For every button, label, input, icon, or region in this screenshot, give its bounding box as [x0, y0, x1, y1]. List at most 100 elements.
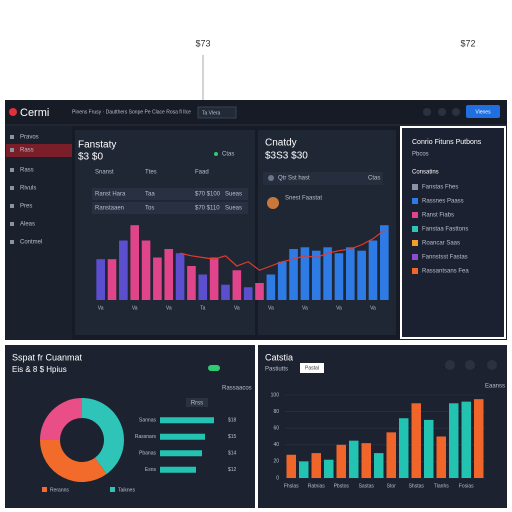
- x-tick-label: Fosias: [459, 483, 474, 489]
- bar: [299, 461, 309, 478]
- bar: [119, 240, 128, 300]
- table-cell: Ranst Hara: [95, 192, 126, 198]
- sidebar-item[interactable]: Rivuls: [20, 186, 36, 192]
- sidebar-item[interactable]: Aleas: [20, 222, 35, 228]
- item-icon: [10, 135, 14, 139]
- panel-subtitle: Pastiutts: [265, 367, 288, 373]
- pie-slice: [82, 398, 125, 474]
- icon[interactable]: [423, 108, 431, 116]
- select[interactable]: [197, 106, 237, 119]
- y-tick-label: Pbanas: [139, 451, 156, 457]
- filter[interactable]: Ctas: [222, 152, 234, 158]
- item-icon: [10, 222, 14, 226]
- x-tick-label: Va: [336, 305, 342, 311]
- pie-slice: [40, 440, 107, 482]
- section: Consatins: [412, 170, 439, 176]
- icon[interactable]: [487, 360, 497, 370]
- bar: [221, 284, 230, 300]
- button[interactable]: [300, 363, 324, 373]
- bar: [361, 443, 371, 478]
- y-tick-label: Rassnars: [135, 434, 157, 440]
- bar: [187, 266, 196, 300]
- table-row: [92, 202, 248, 214]
- table-header: Ttes: [145, 170, 157, 176]
- icon[interactable]: [465, 360, 475, 370]
- table-cell: Ranstaaen: [95, 206, 124, 212]
- item-icon: [10, 168, 14, 172]
- bar: [266, 274, 276, 300]
- y-tick-label: 80: [273, 409, 279, 415]
- bar: [399, 418, 409, 478]
- item-icon: [412, 268, 418, 274]
- legend-label: Taiknes: [118, 487, 135, 493]
- bar: [324, 459, 334, 478]
- y-tick-label: Esns: [145, 467, 157, 473]
- table-header: Snanst: [95, 170, 114, 176]
- sidebar-item[interactable]: Contmel: [20, 240, 42, 246]
- toggle[interactable]: [208, 365, 220, 371]
- value-label: $18: [228, 418, 237, 424]
- legend-swatch: [42, 487, 47, 492]
- icon[interactable]: [445, 360, 455, 370]
- bar: [336, 444, 346, 478]
- tab[interactable]: [186, 398, 208, 407]
- sidebar-item[interactable]: Rass: [20, 148, 34, 154]
- right-panel: [400, 126, 506, 339]
- table-header: Faad: [195, 170, 209, 176]
- table-cell: Sueas: [225, 192, 242, 198]
- bar: [436, 436, 446, 478]
- row-icon: [268, 175, 274, 181]
- bar: [255, 283, 264, 300]
- row: [263, 172, 383, 185]
- x-tick-label: Ta: [200, 305, 206, 311]
- list-item: Rassnes Paass: [422, 199, 464, 205]
- x-tick-label: Va: [234, 305, 240, 311]
- panel: [75, 130, 255, 335]
- table-cell: Sueas: [225, 206, 242, 212]
- bar: [474, 399, 484, 478]
- y-tick-label: 100: [271, 392, 280, 398]
- nav[interactable]: Pinens Frusy · Dautthers Sonpe Pe Clace …: [72, 109, 191, 115]
- legend-title: Rassaacos: [222, 386, 252, 392]
- top-label: $72: [460, 38, 475, 48]
- panel-subtitle: Eis & 8 $ Hpius: [12, 365, 67, 374]
- item-icon: [10, 204, 14, 208]
- x-tick-label: Va: [98, 305, 104, 311]
- bar: [345, 247, 355, 300]
- x-tick-label: Tlanhs: [434, 483, 450, 489]
- x-tick-label: Ratnias: [308, 483, 325, 489]
- icon[interactable]: [438, 108, 446, 116]
- bar: [164, 249, 174, 300]
- bar: [461, 401, 471, 478]
- button-label: Vienes: [475, 109, 491, 115]
- button[interactable]: [466, 105, 500, 118]
- select-label: Ta Vlera: [202, 110, 221, 116]
- sidebar-item[interactable]: Pravos: [20, 135, 39, 141]
- bar: [209, 257, 219, 300]
- top-label: $73: [195, 38, 210, 48]
- item-icon: [412, 226, 418, 232]
- bar: [349, 440, 359, 478]
- list-item: Fanstas Fhes: [422, 185, 458, 191]
- x-tick-label: Sastas: [359, 483, 375, 489]
- panel-title: Conrio Fituns Putbons: [412, 139, 482, 146]
- panel-value: $3 $0: [78, 152, 103, 163]
- sidebar-item[interactable]: Rass: [20, 168, 34, 174]
- list-item: Fannstsst Fastas: [422, 255, 468, 261]
- item-icon: [412, 240, 418, 246]
- pie-slice: [40, 398, 82, 440]
- list-item: Rassantsans Fea: [422, 269, 469, 275]
- bar: [424, 419, 434, 478]
- value-label: $15: [228, 434, 237, 440]
- legend-label: Reranns: [50, 487, 69, 493]
- list-item: Fanstaa Fasttons: [422, 227, 468, 233]
- sidebar-item[interactable]: Pres: [20, 204, 32, 210]
- bar: [232, 270, 242, 300]
- row-label: Qtr Sst hast: [278, 176, 310, 182]
- panel-title: Fanstaty: [78, 140, 116, 151]
- list-item: Roancar Saas: [422, 241, 460, 247]
- bar: [357, 250, 366, 300]
- item-icon: [10, 148, 14, 152]
- icon[interactable]: [452, 108, 460, 116]
